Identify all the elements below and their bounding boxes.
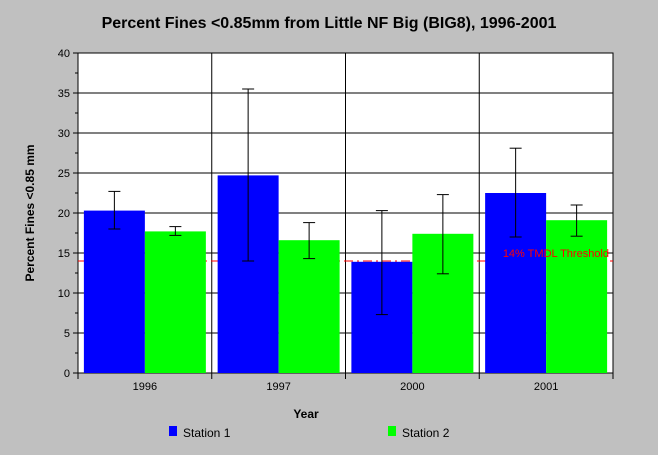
y-axis-title: Percent Fines <0.85 mm (23, 144, 37, 281)
legend-swatch-station-1 (169, 426, 177, 436)
legend-label-station-2: Station 2 (402, 426, 450, 440)
legend-swatch-station-2 (388, 426, 396, 436)
y-tick-label: 25 (58, 168, 70, 180)
y-tick-label: 40 (58, 48, 70, 60)
x-axis-title: Year (293, 407, 319, 421)
axes: 0 5 10 15 20 25 30 35 40 1996 1997 2000 2001 (58, 48, 614, 393)
x-tick-label: 2001 (534, 381, 558, 393)
y-tick-label: 30 (58, 128, 70, 140)
bars (83, 88, 608, 373)
y-tick-label: 35 (58, 88, 70, 100)
y-tick-label: 20 (58, 208, 70, 220)
y-tick-label: 0 (64, 368, 70, 380)
threshold-label: 14% TMDL Threshold (503, 248, 609, 260)
x-tick-label: 1997 (266, 381, 290, 393)
bar (546, 220, 608, 373)
bar (83, 210, 145, 373)
x-tick-label: 1996 (133, 381, 157, 393)
y-tick-label: 5 (64, 328, 70, 340)
legend: Station 1 Station 2 (169, 426, 450, 440)
threshold-label-group: 14% TMDL Threshold (503, 248, 609, 260)
legend-label-station-1: Station 1 (183, 426, 231, 440)
chart-title: Percent Fines <0.85mm from Little NF Big… (102, 15, 557, 32)
y-tick-label: 15 (58, 248, 70, 260)
x-tick-label: 2000 (400, 381, 424, 393)
y-tick-label: 10 (58, 288, 70, 300)
bar (144, 231, 206, 373)
bar (278, 240, 340, 373)
